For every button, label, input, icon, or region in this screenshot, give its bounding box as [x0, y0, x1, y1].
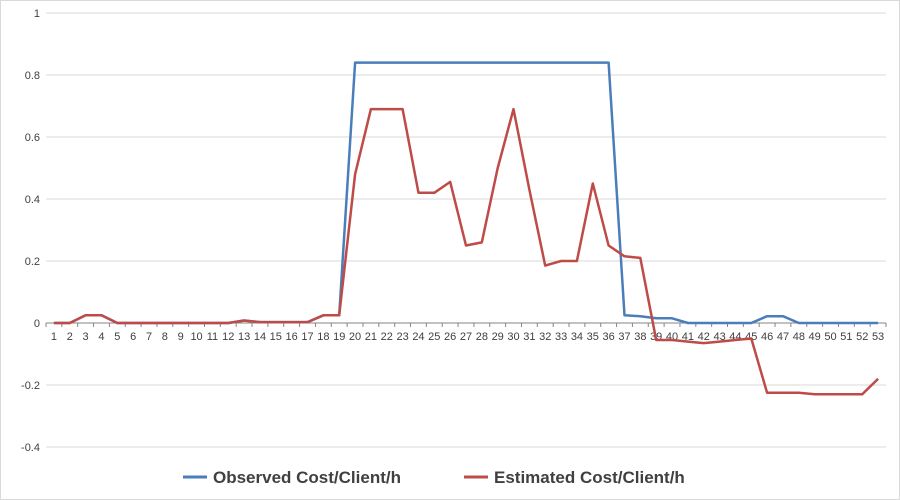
x-tick-label: 26 [444, 331, 456, 343]
y-tick-label: -0.4 [21, 442, 40, 454]
x-tick-label: 22 [381, 331, 393, 343]
legend-label: Estimated Cost/Client/h [494, 468, 685, 487]
y-tick-label: -0.2 [21, 380, 40, 392]
x-tick-label: 36 [603, 331, 615, 343]
x-tick-label: 13 [238, 331, 250, 343]
x-tick-label: 31 [523, 331, 535, 343]
x-tick-label: 11 [207, 331, 218, 343]
x-tick-label: 6 [130, 331, 136, 343]
x-tick-label: 28 [476, 331, 488, 343]
series-lines [53, 61, 879, 396]
estimated-series-line [53, 107, 879, 396]
x-tick-label: 18 [317, 331, 329, 343]
x-tick-label: 15 [270, 331, 282, 343]
y-tick-label: 0.4 [25, 194, 40, 206]
x-tick-label: 30 [507, 331, 519, 343]
x-tick-label: 29 [492, 331, 504, 343]
x-tick-label: 46 [761, 331, 773, 343]
x-tick-label: 27 [460, 331, 472, 343]
x-tick-label: 3 [83, 331, 89, 343]
x-tick-label: 9 [178, 331, 184, 343]
x-tick-label: 7 [146, 331, 152, 343]
gridlines [46, 12, 886, 448]
x-tick-label: 41 [682, 331, 694, 343]
x-tick-label: 23 [396, 331, 408, 343]
x-tick-label: 47 [777, 331, 789, 343]
x-tick-label: 4 [98, 331, 104, 343]
y-tick-label: 0 [34, 318, 40, 330]
x-tick-label: 14 [254, 331, 266, 343]
y-axis-ticks: -0.4 -0.2 0 0.2 0.4 0.6 0.8 1 [21, 8, 40, 454]
x-tick-label: 17 [301, 331, 313, 343]
x-tick-label: 34 [571, 331, 583, 343]
x-axis-ticks: 1 2 3 4 5 6 7 8 9 10 11 12 13 14 15 16 17 18 19 20 21 22 23 24 2… [45, 323, 887, 343]
x-tick-label: 5 [114, 331, 120, 343]
legend: Observed Cost/Client/h Estimated Cost/Cli… [183, 468, 685, 487]
x-tick-label: 50 [824, 331, 836, 343]
y-tick-label: 0.2 [25, 256, 40, 268]
y-tick-label: 1 [34, 8, 40, 20]
y-tick-label: 0.8 [25, 70, 40, 82]
x-tick-label: 43 [713, 331, 725, 343]
legend-label: Observed Cost/Client/h [213, 468, 401, 487]
x-tick-label: 37 [618, 331, 630, 343]
x-tick-label: 42 [698, 331, 710, 343]
y-tick-label: 0.6 [25, 132, 40, 144]
x-tick-label: 32 [539, 331, 551, 343]
x-tick-label: 20 [349, 331, 361, 343]
x-tick-label: 53 [872, 331, 884, 343]
x-tick-label: 33 [555, 331, 567, 343]
x-tick-label: 51 [840, 331, 852, 343]
x-tick-label: 10 [190, 331, 202, 343]
x-tick-label: 16 [286, 331, 298, 343]
x-tick-label: 19 [333, 331, 345, 343]
x-tick-label: 25 [428, 331, 440, 343]
x-tick-label: 8 [162, 331, 168, 343]
x-tick-label: 12 [222, 331, 234, 343]
observed-series-line [53, 61, 879, 325]
x-tick-label: 21 [365, 331, 377, 343]
x-tick-label: 48 [793, 331, 805, 343]
x-tick-label: 49 [809, 331, 821, 343]
x-tick-label: 35 [587, 331, 599, 343]
x-tick-label: 24 [412, 331, 424, 343]
x-tick-label: 2 [67, 331, 73, 343]
x-tick-label: 1 [51, 331, 57, 343]
x-tick-label: 38 [634, 331, 646, 343]
x-tick-label: 52 [856, 331, 868, 343]
